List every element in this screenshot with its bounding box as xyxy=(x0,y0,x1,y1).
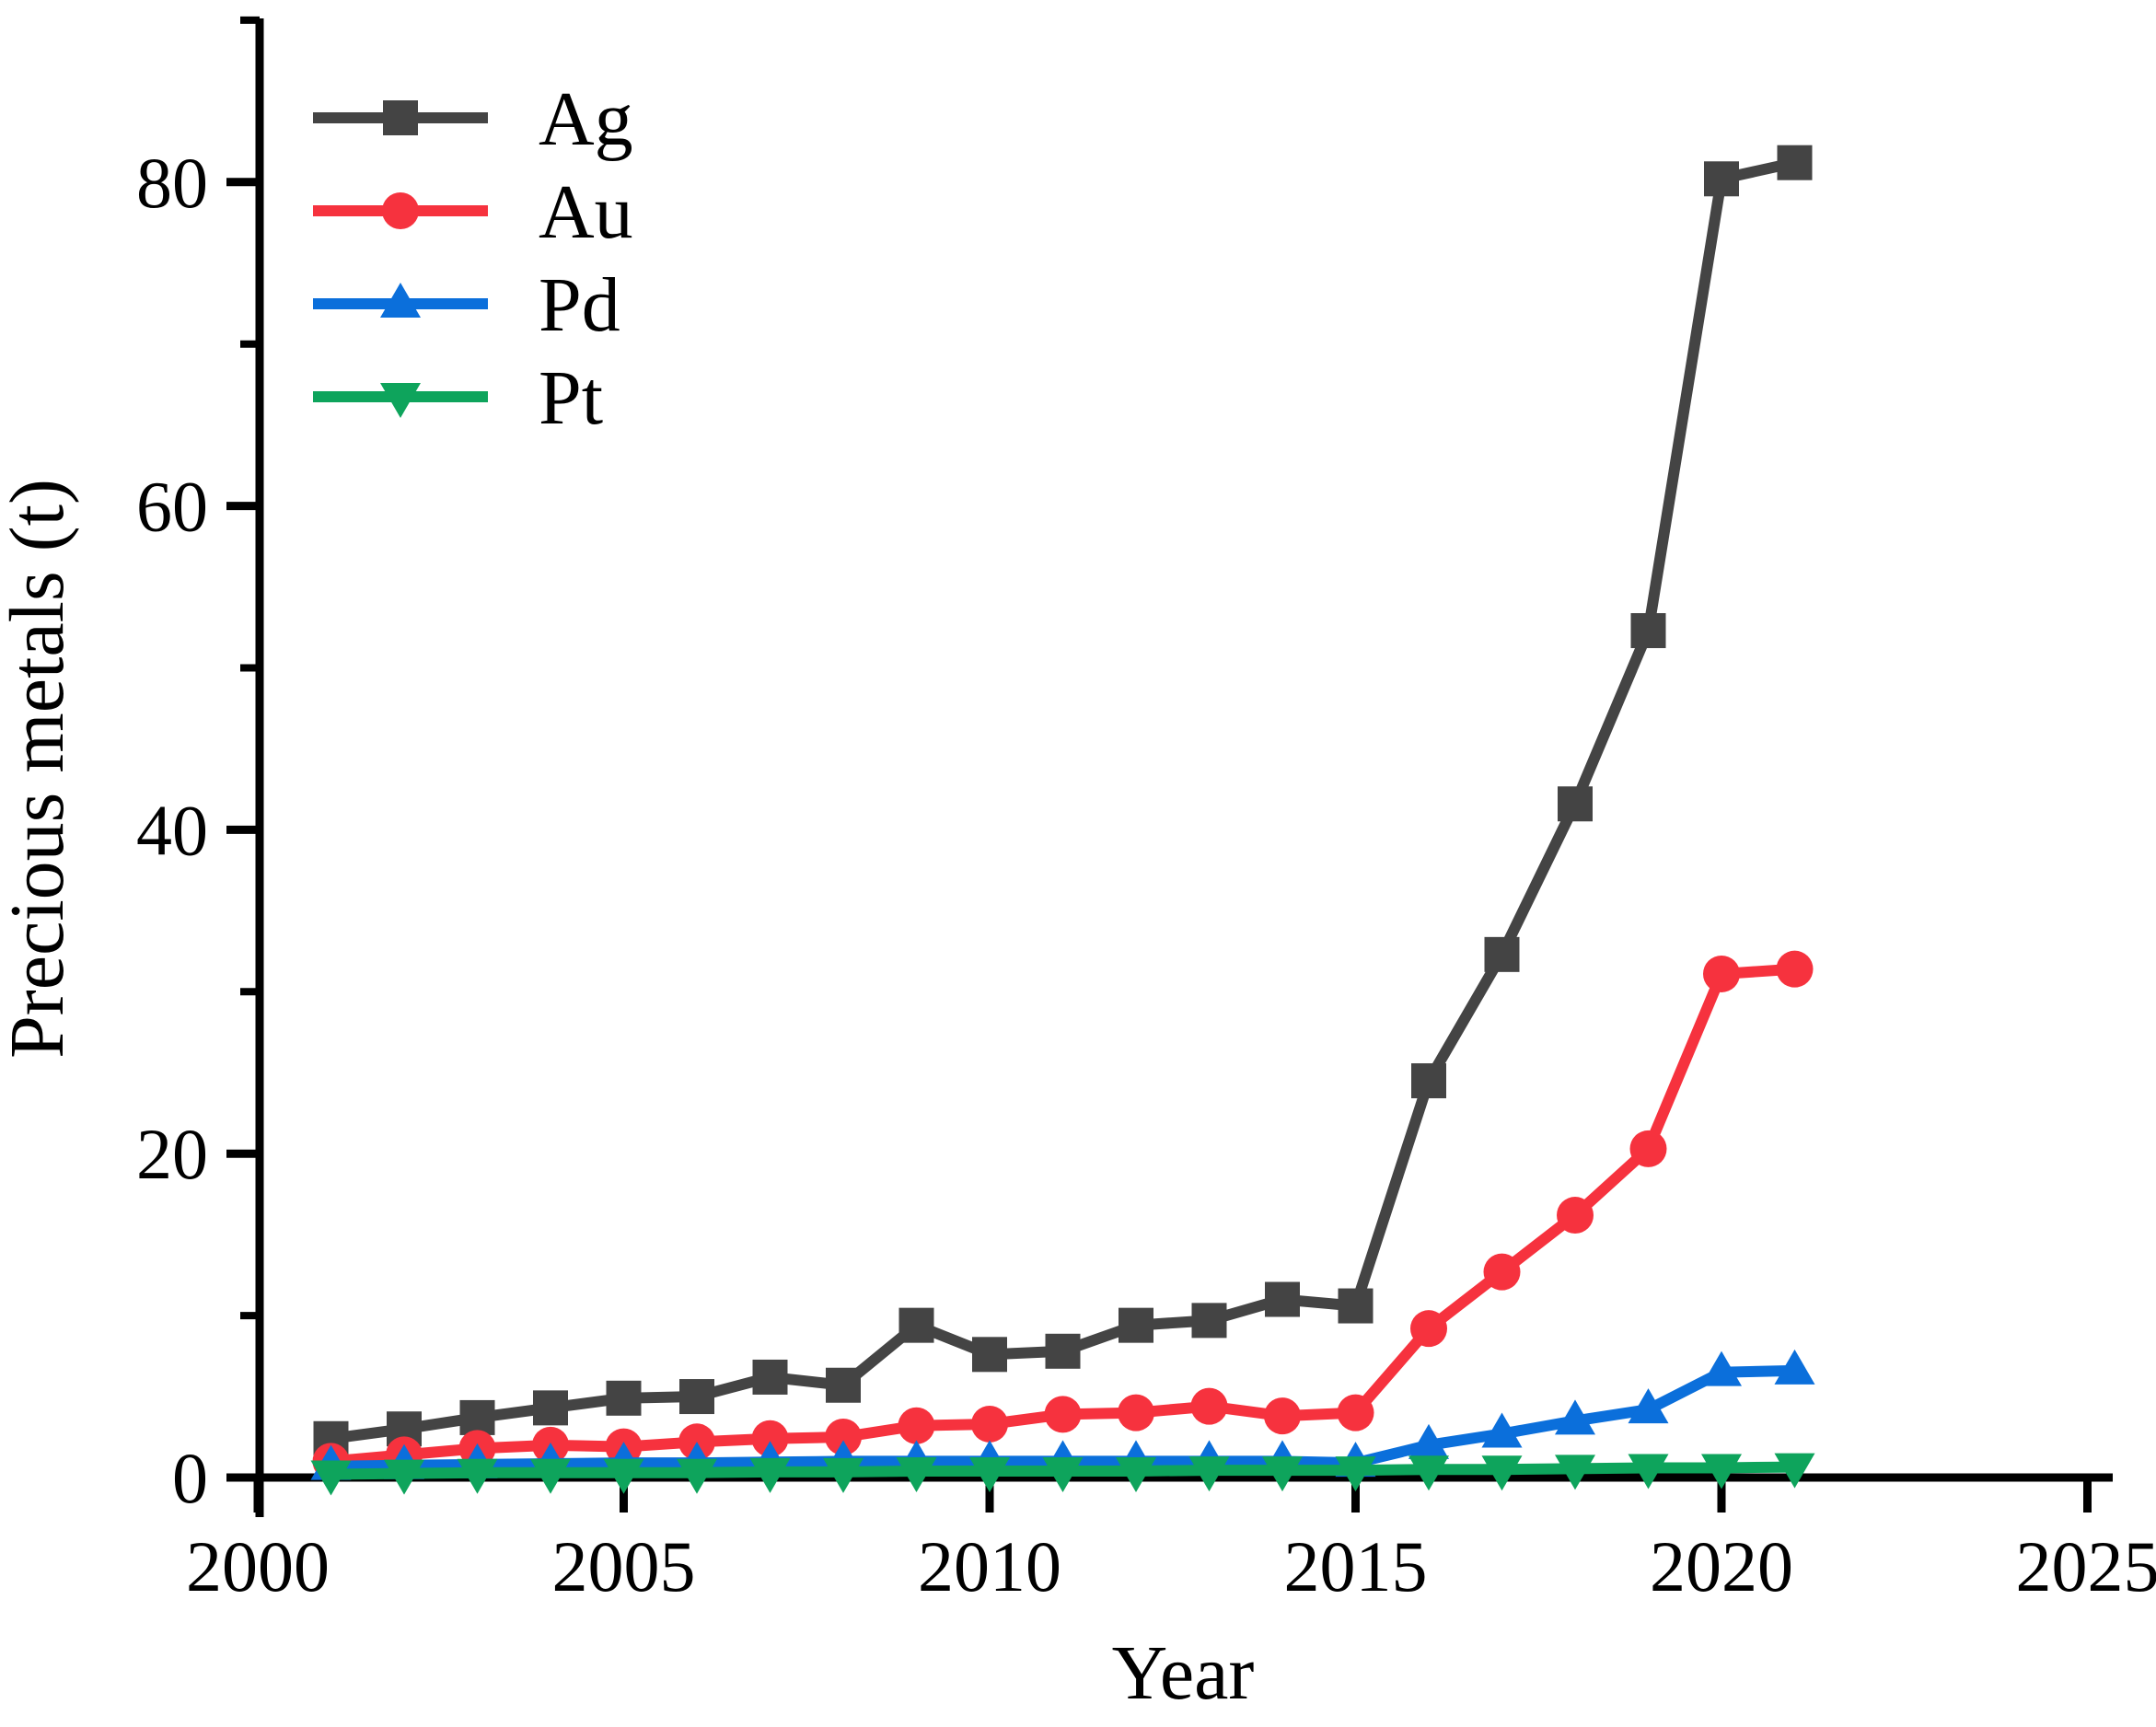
data-point-Au-2009 xyxy=(898,1407,935,1444)
legend-label-Au: Au xyxy=(539,169,633,255)
data-point-Ag-2012 xyxy=(1119,1307,1153,1343)
x-tick-label: 2020 xyxy=(1650,1526,1793,1606)
data-point-Au-2007 xyxy=(751,1420,789,1457)
data-point-Ag-2006 xyxy=(679,1379,714,1415)
legend-marker-Au xyxy=(382,192,419,229)
data-point-Pt-2011 xyxy=(1042,1456,1084,1492)
legend-label-Pd: Pd xyxy=(539,262,620,348)
data-point-Ag-2020 xyxy=(1704,161,1739,197)
data-point-Pt-2019 xyxy=(1628,1454,1669,1489)
x-axis-title: Year xyxy=(1112,1630,1255,1716)
data-point-Pt-2006 xyxy=(677,1458,717,1494)
data-point-Au-2008 xyxy=(825,1419,862,1456)
data-point-Pt-2005 xyxy=(603,1458,644,1494)
y-tick-label: 60 xyxy=(136,467,208,547)
data-point-Au-2021 xyxy=(1776,950,1814,988)
data-point-Pt-2012 xyxy=(1116,1456,1156,1492)
data-point-Ag-2004 xyxy=(533,1390,568,1426)
data-point-Au-2010 xyxy=(971,1405,1008,1443)
data-point-Pd-2019 xyxy=(1628,1388,1669,1424)
data-point-Pt-2016 xyxy=(1408,1455,1449,1491)
data-point-Pt-2014 xyxy=(1262,1456,1303,1492)
data-point-Pt-2015 xyxy=(1335,1456,1376,1492)
legend-marker-Pt xyxy=(380,383,421,418)
data-point-Ag-2010 xyxy=(972,1337,1007,1373)
legend-label-Ag: Ag xyxy=(539,76,633,162)
legend-marker-Pd xyxy=(380,283,421,318)
y-tick-label: 40 xyxy=(136,790,208,870)
data-point-Ag-2009 xyxy=(898,1307,934,1343)
data-point-Au-2015 xyxy=(1337,1394,1374,1431)
data-point-Ag-2013 xyxy=(1191,1303,1227,1339)
data-point-Au-2016 xyxy=(1410,1310,1447,1348)
data-point-Au-2013 xyxy=(1190,1387,1228,1425)
y-tick-label: 80 xyxy=(136,143,208,223)
data-point-Pt-2003 xyxy=(457,1458,498,1494)
data-point-Pt-2009 xyxy=(896,1456,937,1492)
legend-label-Pt: Pt xyxy=(539,355,603,441)
data-point-Pd-2016 xyxy=(1408,1423,1449,1459)
y-tick-label: 0 xyxy=(172,1438,208,1518)
data-point-Ag-2016 xyxy=(1411,1063,1446,1099)
legend-item-Au: Au xyxy=(313,169,633,255)
x-tick-label: 2025 xyxy=(2016,1526,2156,1606)
data-point-Pd-2020 xyxy=(1701,1350,1742,1386)
data-point-Ag-2011 xyxy=(1045,1333,1081,1369)
data-point-Pt-2018 xyxy=(1555,1455,1595,1490)
x-tick-label: 2010 xyxy=(918,1526,1061,1606)
data-point-Au-2012 xyxy=(1118,1394,1154,1431)
data-point-Ag-2015 xyxy=(1338,1288,1374,1324)
data-point-Pd-2017 xyxy=(1481,1412,1523,1448)
x-tick-label: 2015 xyxy=(1284,1526,1428,1606)
data-point-Au-2019 xyxy=(1629,1130,1667,1167)
data-point-Au-2017 xyxy=(1483,1253,1521,1291)
x-tick-label: 2005 xyxy=(552,1526,696,1606)
y-tick-label: 20 xyxy=(136,1114,208,1194)
data-point-Ag-2014 xyxy=(1265,1281,1300,1317)
data-point-Ag-2007 xyxy=(752,1359,788,1395)
data-point-Pt-2010 xyxy=(969,1456,1010,1492)
data-point-Ag-2021 xyxy=(1777,145,1813,180)
data-point-Ag-2019 xyxy=(1630,613,1666,649)
data-point-Ag-2017 xyxy=(1484,936,1520,972)
series-Pt xyxy=(310,1453,1815,1496)
y-axis-title: Precious metals (t) xyxy=(0,479,80,1059)
axes-layer: 2000 2005 2010 2015 2020 2025 0 20 40 60 80 xyxy=(136,16,2156,1606)
data-point-Pt-2020 xyxy=(1701,1454,1742,1489)
data-point-Pt-2017 xyxy=(1481,1455,1523,1491)
x-tick-label: 2000 xyxy=(186,1526,330,1606)
legend-item-Ag: Ag xyxy=(313,76,633,162)
data-point-Pt-2021 xyxy=(1774,1453,1815,1489)
data-point-Pt-2008 xyxy=(823,1457,864,1493)
data-point-Au-2018 xyxy=(1557,1197,1594,1234)
legend-item-Pt: Pt xyxy=(313,355,603,441)
data-point-Au-2011 xyxy=(1044,1396,1082,1433)
data-point-Pt-2001 xyxy=(310,1460,352,1496)
data-point-Ag-2008 xyxy=(826,1367,861,1403)
data-point-Pt-2002 xyxy=(384,1459,424,1495)
data-point-Ag-2003 xyxy=(459,1399,495,1435)
data-point-Pt-2013 xyxy=(1188,1456,1230,1492)
data-point-Ag-2018 xyxy=(1558,786,1593,822)
data-point-Pd-2021 xyxy=(1774,1349,1815,1385)
data-point-Au-2014 xyxy=(1264,1397,1301,1435)
series-layer xyxy=(310,145,1815,1496)
legend-marker-Ag xyxy=(383,100,418,135)
data-point-Au-2020 xyxy=(1703,955,1740,992)
legend-item-Pd: Pd xyxy=(313,262,620,348)
data-point-Pd-2018 xyxy=(1555,1399,1595,1435)
data-point-Pt-2004 xyxy=(530,1458,571,1494)
data-point-Ag-2005 xyxy=(606,1380,642,1416)
data-point-Pt-2007 xyxy=(749,1457,791,1493)
